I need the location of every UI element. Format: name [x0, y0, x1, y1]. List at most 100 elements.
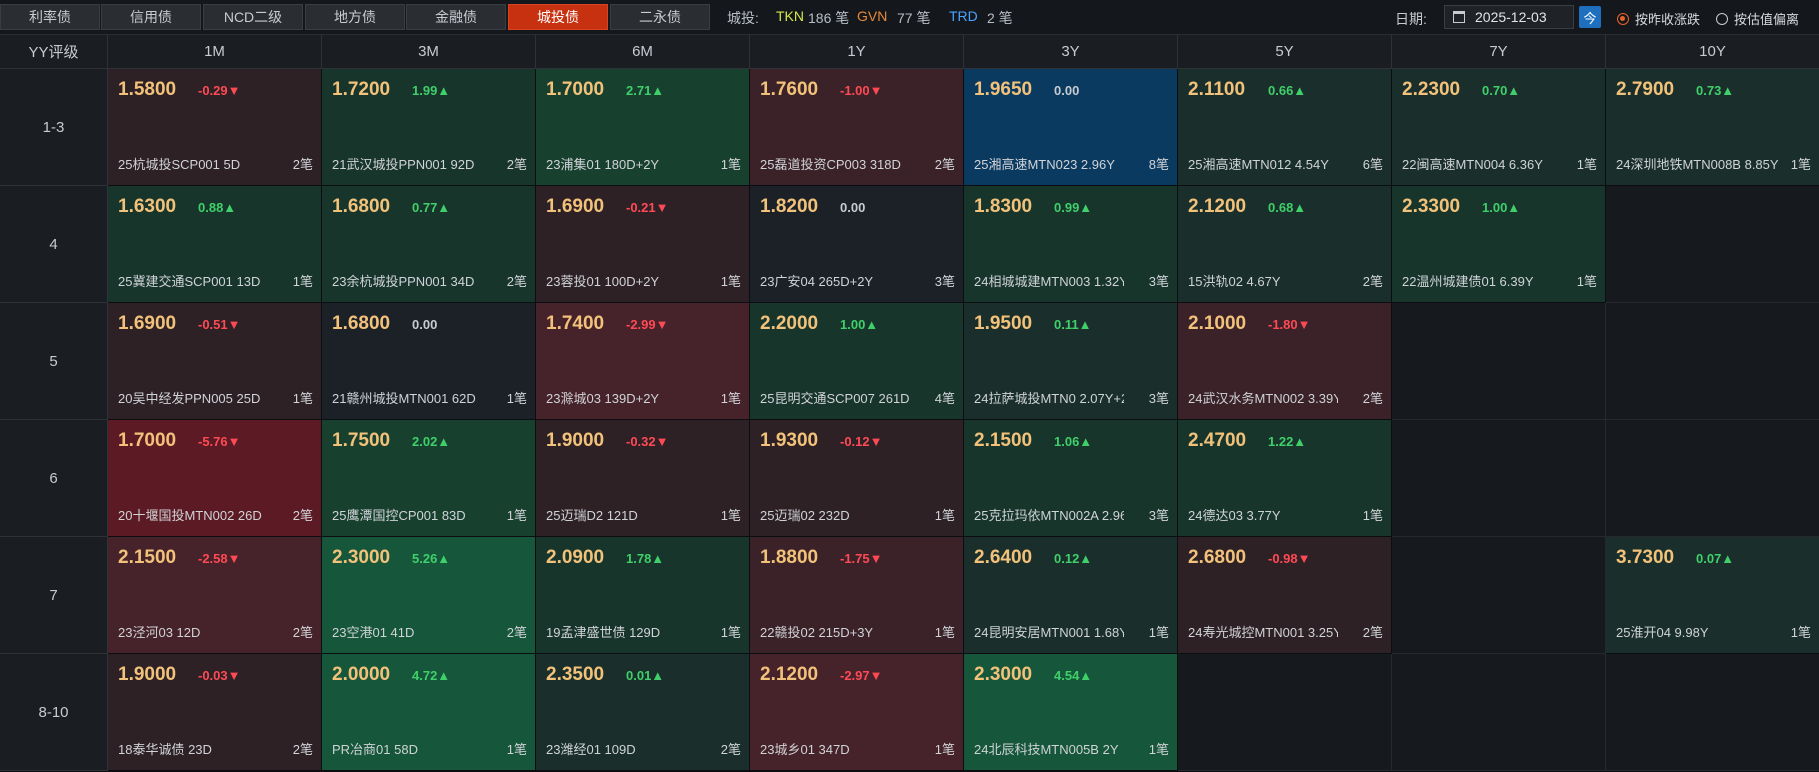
bond-name: 25湘高速MTN023 2.96Y [974, 157, 1115, 172]
yield-change: -0.98▼ [1268, 551, 1311, 566]
bond-cell[interactable]: 1.8200 0.00 23广安04 265D+2Y 3笔 [750, 186, 964, 303]
yield-value: 2.0000 [332, 664, 391, 685]
top-toolbar: 利率债 信用债 NCD二级 地方债 金融债 城投债 二永债 城投: TKN 186 笔 GV… [0, 0, 1819, 35]
bond-cell[interactable]: 1.8300 0.99▲ 24相城城建MTN003 1.32Y 3笔 [964, 186, 1178, 303]
column-header[interactable]: 10Y [1606, 35, 1819, 69]
yield-value: 1.9000 [118, 664, 177, 685]
today-button[interactable]: 今 [1579, 6, 1601, 28]
bond-cell[interactable]: 1.7400 -2.99▼ 23滁城03 139D+2Y 1笔 [536, 303, 750, 420]
bond-cell[interactable]: 1.6900 -0.21▼ 23蓉投01 100D+2Y 1笔 [536, 186, 750, 303]
column-header[interactable]: 5Y [1178, 35, 1392, 69]
bond-cell[interactable]: 1.6300 0.88▲ 25冀建交通SCP001 13D 1笔 [108, 186, 322, 303]
bond-name: 24深圳地铁MTN008B 8.85Y [1616, 157, 1779, 172]
bond-cell[interactable]: 2.3300 1.00▲ 22温州城建债01 6.39Y 1笔 [1392, 186, 1606, 303]
trade-count: 2笔 [288, 739, 313, 758]
tab-2[interactable]: NCD二级 [203, 4, 303, 30]
tab-6[interactable]: 二永债 [610, 4, 710, 30]
column-header[interactable]: 7Y [1392, 35, 1606, 69]
column-header[interactable]: 3M [322, 35, 536, 69]
yield-value: 1.6900 [118, 313, 177, 334]
bond-cell[interactable]: 2.4700 1.22▲ 24德达03 3.77Y 1笔 [1178, 420, 1392, 537]
tab-0[interactable]: 利率债 [0, 4, 100, 30]
column-header[interactable]: 3Y [964, 35, 1178, 69]
bond-cell[interactable]: 1.9000 -0.03▼ 18泰华诚债 23D 2笔 [108, 654, 322, 771]
column-header[interactable]: 1M [108, 35, 322, 69]
bond-name: 25杭城投SCP001 5D [118, 157, 241, 172]
bond-cell[interactable]: 1.7000 -5.76▼ 20十堰国投MTN002 26D 2笔 [108, 420, 322, 537]
bond-cell[interactable]: 2.1500 1.06▲ 25克拉玛依MTN002A 2.96Y 3笔 [964, 420, 1178, 537]
yield-change: 1.06▲ [1054, 434, 1093, 449]
radio-deviation-vs-valuation[interactable]: 按估值偏离 [1716, 9, 1799, 28]
trade-count: 2笔 [502, 622, 527, 641]
yield-change: -2.58▼ [198, 551, 241, 566]
bond-cell[interactable]: 3.7300 0.07▲ 25淮开04 9.98Y 1笔 [1606, 537, 1819, 654]
bond-cell[interactable]: 1.9500 0.11▲ 24拉萨城投MTN0 2.07Y+2Y 3笔 [964, 303, 1178, 420]
bond-cell[interactable]: 1.7000 2.71▲ 23浦集01 180D+2Y 1笔 [536, 69, 750, 186]
yield-value: 1.7200 [332, 79, 391, 100]
column-header[interactable]: 1Y [750, 35, 964, 69]
bond-cell[interactable]: 1.6900 -0.51▼ 20吴中经发PPN005 25D 1笔 [108, 303, 322, 420]
trade-count: 2笔 [502, 154, 527, 173]
tab-5[interactable]: 城投债 [508, 4, 608, 30]
trade-count: 2笔 [1358, 271, 1383, 290]
tab-1[interactable]: 信用债 [101, 4, 201, 30]
yield-value: 1.6300 [118, 196, 177, 217]
bond-cell[interactable]: 2.7900 0.73▲ 24深圳地铁MTN008B 8.85Y 1笔 [1606, 69, 1819, 186]
radio-change-vs-prev-close[interactable]: 按昨收涨跌 [1617, 9, 1700, 28]
bond-cell[interactable]: 2.1100 0.66▲ 25湘高速MTN012 4.54Y 6笔 [1178, 69, 1392, 186]
bond-cell[interactable]: 1.6800 0.00 21赣州城投MTN001 62D 1笔 [322, 303, 536, 420]
bond-cell[interactable]: 1.9650 0.00 25湘高速MTN023 2.96Y 8笔 [964, 69, 1178, 186]
bond-cell[interactable]: 1.7200 1.99▲ 21武汉城投PPN001 92D 2笔 [322, 69, 536, 186]
empty-cell [1392, 654, 1606, 771]
bond-cell[interactable]: 2.3500 0.01▲ 23潍经01 109D 2笔 [536, 654, 750, 771]
bond-name: 20十堰国投MTN002 26D [118, 508, 262, 523]
bond-name: 25淮开04 9.98Y [1616, 625, 1709, 640]
yield-change: 1.00▲ [1482, 200, 1521, 215]
yield-value: 2.6800 [1188, 547, 1247, 568]
calendar-icon[interactable] [1453, 11, 1465, 23]
trade-count: 1笔 [1572, 271, 1597, 290]
column-header[interactable]: 6M [536, 35, 750, 69]
bond-cell[interactable]: 2.1200 -2.97▼ 23城乡01 347D 1笔 [750, 654, 964, 771]
bond-cell[interactable]: 1.7500 2.02▲ 25鹰潭国控CP001 83D 1笔 [322, 420, 536, 537]
yield-value: 2.3000 [332, 547, 391, 568]
bond-name: 23滁城03 139D+2Y [546, 391, 660, 406]
bond-cell[interactable]: 2.0900 1.78▲ 19孟津盛世债 129D 1笔 [536, 537, 750, 654]
yield-value: 2.1500 [118, 547, 177, 568]
bond-cell[interactable]: 1.6800 0.77▲ 23余杭城投PPN001 34D 2笔 [322, 186, 536, 303]
yield-value: 1.6800 [332, 196, 391, 217]
tab-4[interactable]: 金融债 [406, 4, 506, 30]
bond-name: 21赣州城投MTN001 62D [332, 391, 476, 406]
bond-cell[interactable]: 2.3000 5.26▲ 23空港01 41D 2笔 [322, 537, 536, 654]
bond-cell[interactable]: 2.1000 -1.80▼ 24武汉水务MTN002 3.39Y 2笔 [1178, 303, 1392, 420]
trade-count: 2笔 [288, 505, 313, 524]
radio-selected-icon [1617, 12, 1629, 25]
date-label: 日期: [1395, 11, 1427, 27]
yield-change: 0.70▲ [1482, 83, 1521, 98]
bond-cell[interactable]: 1.7600 -1.00▼ 25磊道投资CP003 318D 2笔 [750, 69, 964, 186]
bond-cell[interactable]: 2.1200 0.68▲ 15洪轨02 4.67Y 2笔 [1178, 186, 1392, 303]
bond-name: 24昆明安居MTN001 1.68Y [974, 625, 1124, 640]
bond-name: 23泾河03 12D [118, 625, 201, 640]
bond-cell[interactable]: 2.2000 1.00▲ 25昆明交通SCP007 261D 4笔 [750, 303, 964, 420]
yield-change: 0.01▲ [626, 668, 665, 683]
yield-change: 0.99▲ [1054, 200, 1093, 215]
bond-cell[interactable]: 2.0000 4.72▲ PR冶商01 58D 1笔 [322, 654, 536, 771]
bond-cell[interactable]: 2.3000 4.54▲ 24北辰科技MTN005B 2Y 1笔 [964, 654, 1178, 771]
yield-change: -2.99▼ [626, 317, 669, 332]
empty-cell [1392, 537, 1606, 654]
bond-cell[interactable]: 1.9000 -0.32▼ 25迈瑞D2 121D 1笔 [536, 420, 750, 537]
bond-cell[interactable]: 1.9300 -0.12▼ 25迈瑞02 232D 1笔 [750, 420, 964, 537]
bond-cell[interactable]: 2.1500 -2.58▼ 23泾河03 12D 2笔 [108, 537, 322, 654]
bond-cell[interactable]: 2.6800 -0.98▼ 24寿光城控MTN001 3.25Y 2笔 [1178, 537, 1392, 654]
yield-value: 1.7000 [118, 430, 177, 451]
date-picker[interactable]: 2025-12-03 [1444, 5, 1574, 29]
trade-count: 1笔 [1358, 505, 1383, 524]
bond-cell[interactable]: 1.5800 -0.29▼ 25杭城投SCP001 5D 2笔 [108, 69, 322, 186]
bond-name: 23空港01 41D [332, 625, 415, 640]
tab-3[interactable]: 地方债 [305, 4, 405, 30]
bond-cell[interactable]: 2.6400 0.12▲ 24昆明安居MTN001 1.68Y 1笔 [964, 537, 1178, 654]
bond-cell[interactable]: 1.8800 -1.75▼ 22赣投02 215D+3Y 1笔 [750, 537, 964, 654]
bond-cell[interactable]: 2.2300 0.70▲ 22闽高速MTN004 6.36Y 1笔 [1392, 69, 1606, 186]
yield-value: 1.5800 [118, 79, 177, 100]
